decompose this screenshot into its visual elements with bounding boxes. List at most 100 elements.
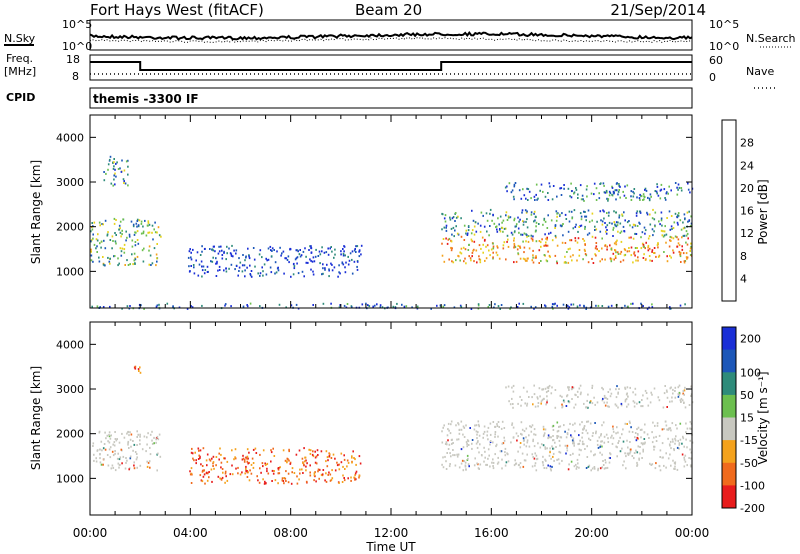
echo-cell (612, 428, 614, 431)
echo-cell (614, 189, 617, 192)
echo-cell (616, 455, 618, 458)
echo-cell (332, 453, 335, 456)
echo-cell (660, 217, 663, 220)
echo-cell (457, 423, 460, 426)
echo-cell (530, 211, 533, 214)
echo-cell (450, 240, 453, 243)
echo-cell (672, 251, 675, 254)
echo-cell (591, 434, 594, 437)
echo-cell (467, 229, 470, 232)
echo-cell (492, 247, 495, 250)
echo-cell (636, 461, 638, 464)
echo-cell (633, 251, 636, 254)
echo-cell (465, 468, 467, 471)
echo-cell (523, 439, 525, 442)
echo-cell (237, 274, 239, 277)
echo-cell (633, 457, 635, 460)
echo-cell (124, 467, 127, 470)
nave-tick-low: 0 (709, 71, 716, 84)
echo-cell (372, 305, 374, 308)
echo-cell (606, 229, 608, 231)
echo-cell (113, 174, 115, 177)
echo-cell (674, 468, 676, 470)
echo-cell (473, 225, 476, 228)
echo-cell (635, 439, 638, 442)
echo-cell (296, 256, 299, 259)
echo-cell (638, 457, 640, 460)
echo-cell (660, 183, 663, 186)
echo-cell (148, 263, 151, 266)
echo-cell (259, 249, 262, 252)
echo-cell (621, 214, 624, 217)
echo-cell (108, 441, 111, 444)
echo-cell (588, 232, 591, 235)
echo-cell (330, 262, 332, 265)
echo-cell (111, 450, 114, 453)
echo-cell (546, 447, 548, 450)
echo-cell (296, 482, 299, 485)
echo-cell (543, 467, 546, 469)
echo-cell (591, 467, 594, 470)
echo-cell (471, 447, 473, 450)
echo-cell (544, 447, 547, 450)
echo-cell (104, 247, 107, 250)
echo-cell (286, 259, 289, 261)
echo-cell (607, 437, 609, 440)
echo-cell (658, 220, 660, 223)
echo-cell (517, 252, 519, 255)
echo-cell (631, 455, 634, 457)
echo-cell (134, 244, 137, 247)
echo-cell (555, 210, 558, 213)
echo-cell (104, 219, 107, 222)
echo-cell (616, 446, 618, 449)
echo-cell (91, 228, 94, 231)
echo-cell (581, 443, 584, 446)
echo-cell (546, 260, 549, 263)
echo-cell (514, 459, 516, 462)
echo-cell (101, 449, 103, 452)
echo-cell (641, 443, 644, 446)
echo-cell (584, 225, 586, 228)
echo-cell (666, 260, 669, 263)
echo-cell (628, 220, 630, 222)
echo-cell (615, 243, 618, 246)
echo-cell (92, 237, 94, 240)
echo-cell (322, 267, 324, 270)
echo-cell (556, 195, 558, 198)
echo-cell (351, 456, 353, 459)
echo-cell (482, 432, 485, 435)
echo-cell (685, 422, 687, 425)
echo-cell (134, 231, 136, 234)
echo-cell (519, 395, 521, 398)
colorbar-tick-label: 4 (740, 272, 747, 285)
echo-cell (91, 222, 93, 224)
echo-cell (125, 160, 128, 163)
echo-cell (663, 234, 666, 237)
echo-cell (656, 244, 659, 247)
echo-cell (680, 228, 683, 231)
echo-cell (595, 304, 597, 307)
echo-cell (330, 302, 332, 305)
echo-cell (191, 452, 194, 455)
echo-cell (643, 245, 645, 248)
echo-cell (195, 459, 197, 462)
echo-cell (530, 430, 533, 433)
echo-cell (556, 430, 559, 433)
echo-cell (523, 251, 525, 254)
echo-cell (112, 167, 115, 170)
echo-cell (470, 259, 472, 262)
echo-cell (552, 452, 555, 455)
y-tick-label: 2000 (56, 428, 84, 441)
echo-cell (532, 261, 535, 264)
echo-cell (607, 305, 610, 308)
echo-cell (212, 455, 215, 458)
echo-cell (607, 441, 610, 443)
echo-cell (98, 221, 101, 224)
x-tick-label: 20:00 (574, 526, 609, 540)
echo-cell (346, 459, 349, 462)
y-tick-label: 4000 (56, 338, 84, 351)
echo-cell (647, 196, 649, 199)
echo-cell (547, 250, 549, 253)
echo-cell (593, 454, 595, 457)
echo-cell (220, 461, 223, 464)
